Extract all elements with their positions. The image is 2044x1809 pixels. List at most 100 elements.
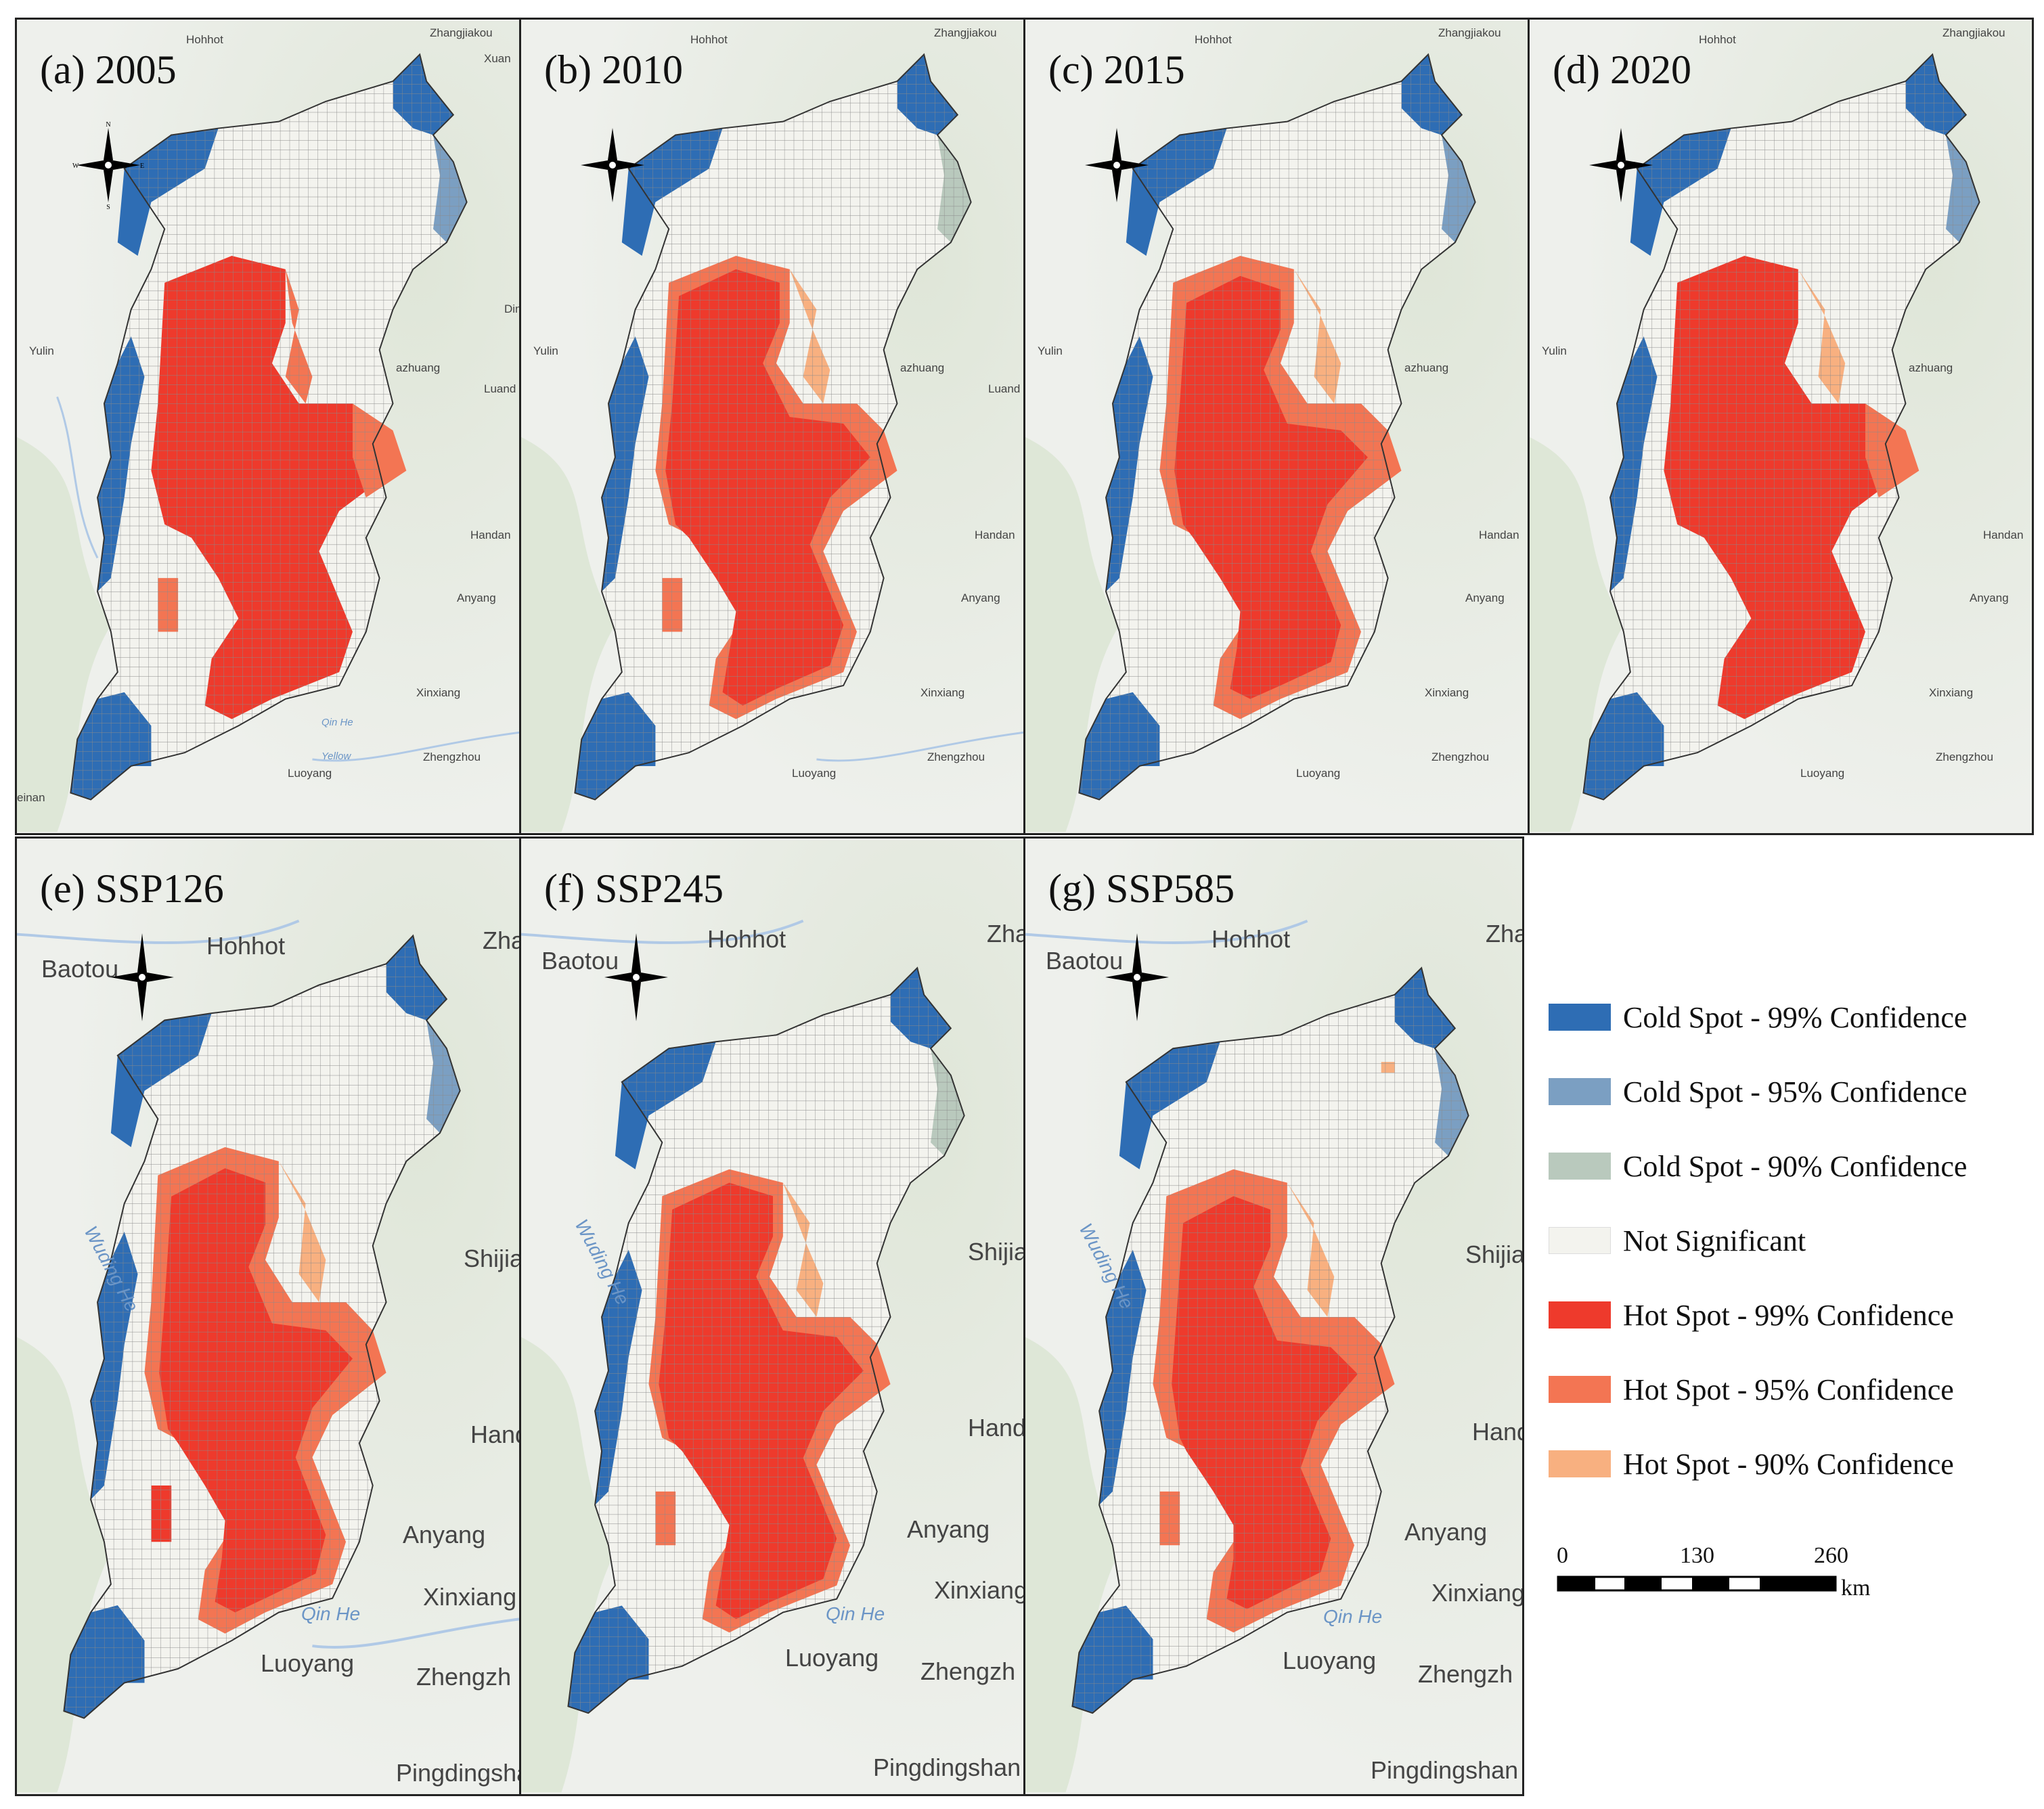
legend-swatch [1549, 1301, 1611, 1328]
label-zhuang: azhuang [396, 361, 441, 374]
compass-e: E [140, 162, 144, 170]
label-zhuang: azhuang [900, 361, 945, 374]
label-yulin: Yulin [1542, 344, 1567, 357]
legend-item: Cold Spot - 99% Confidence [1549, 1000, 1968, 1034]
label-hohhot: Hohhot [690, 33, 728, 46]
label-handan: Handan [470, 529, 511, 541]
label-zhuang: azhuang [1909, 361, 1953, 374]
compass-icon: N S W E [72, 121, 144, 209]
legend-label: Cold Spot - 95% Confidence [1623, 1075, 1968, 1109]
label-zha: Zha [1486, 920, 1524, 947]
label-xuan: Xuan [484, 52, 511, 65]
panel-title-f: (f) SSP245 [544, 866, 724, 911]
label-handan: Handan [1479, 529, 1519, 541]
label-xinxiang: Xinxiang [1425, 686, 1469, 699]
legend-swatch [1549, 1450, 1611, 1477]
scale-label-0: 0 [1557, 1543, 1568, 1568]
compass-icon [1085, 128, 1149, 202]
panel-title-a: (a) 2005 [40, 47, 177, 92]
label-xinxiang: Xinxiang [1929, 686, 1974, 699]
legend-swatch [1549, 1153, 1611, 1180]
label-luoyang: Luoyang [288, 767, 332, 780]
label-luoyang: Luoyang [792, 767, 837, 780]
label-pingdingshan: Pingdingshan [396, 1759, 519, 1787]
scale-label-260: 260 [1814, 1543, 1848, 1568]
label-yulin: Yulin [1038, 344, 1063, 357]
compass-s: S [106, 204, 110, 209]
legend: Cold Spot - 99% Confidence Cold Spot - 9… [1549, 1000, 2022, 1611]
label-zhangjiakou: Zhangjiakou [1438, 26, 1501, 39]
compass-icon [581, 128, 644, 202]
map-panel-e: (e) SSP126 Baotou Hohhot Zha Shijia Hand… [15, 836, 521, 1796]
label-handan: Handan [975, 529, 1015, 541]
legend-label: Hot Spot - 95% Confidence [1623, 1372, 1954, 1406]
label-anyang: Anyang [961, 591, 1000, 604]
label-luoyang: Luoyang [261, 1649, 355, 1677]
label-xinxiang: Xinxiang [1431, 1579, 1524, 1607]
label-yulin: Yulin [533, 344, 558, 357]
label-xinxiang: Xinxiang [934, 1576, 1025, 1604]
legend-label: Not Significant [1623, 1224, 1806, 1257]
label-yulin: Yulin [29, 344, 54, 357]
map-a [17, 20, 519, 832]
legend-swatch [1549, 1004, 1611, 1031]
label-pingdingshan: Pingdingshan [873, 1754, 1021, 1781]
label-hohhot: Hohhot [707, 925, 786, 953]
label-einan: einan [17, 791, 45, 804]
map-b [521, 20, 1023, 832]
legend-item: Hot Spot - 95% Confidence [1549, 1372, 1954, 1406]
label-luand: Luand [484, 382, 516, 395]
scale-label-130: 130 [1680, 1543, 1714, 1568]
legend-item: Not Significant [1549, 1224, 1806, 1257]
map-panel-c: (c) 2015 Hohhot Zhangjiakou Yulin azhuan… [1023, 18, 1530, 835]
label-zhangjiakou: Zhangjiakou [430, 26, 493, 39]
label-shijia: Shijia [464, 1245, 521, 1272]
label-baotou: Baotou [541, 947, 619, 975]
legend-label: Hot Spot - 99% Confidence [1623, 1298, 1954, 1332]
label-anyang: Anyang [403, 1521, 486, 1548]
label-luoyang: Luoyang [785, 1644, 879, 1672]
scale-bar-graphic [1557, 1576, 1837, 1592]
panel-title-b: (b) 2010 [544, 47, 683, 92]
map-f [521, 840, 1023, 1793]
label-yellow: Yellow [321, 751, 351, 762]
map-g [1025, 840, 1522, 1793]
legend-swatch [1549, 1078, 1611, 1105]
label-xinxiang: Xinxiang [920, 686, 965, 699]
label-shijia: Shijia [968, 1238, 1025, 1266]
label-hohhot: Hohhot [206, 932, 286, 960]
panel-title-g: (g) SSP585 [1048, 866, 1235, 911]
label-hand: Hand [1472, 1418, 1522, 1446]
label-zha: Zha [483, 926, 521, 954]
map-e [17, 840, 519, 1793]
scale-unit: km [1841, 1576, 1871, 1601]
map-d [1530, 20, 2032, 832]
map-panel-d: (d) 2020 Hohhot Zhangjiakou Yulin azhuan… [1528, 18, 2034, 835]
label-shijia: Shijia [1465, 1241, 1524, 1268]
map-c [1025, 20, 1528, 832]
label-zhengzhou: Zhengzhou [1936, 751, 1994, 763]
label-hand: Hand [968, 1414, 1025, 1442]
label-hohhot: Hohhot [1699, 33, 1736, 46]
map-panel-g: (g) SSP585 Baotou Hohhot Zha Shijia Hand… [1023, 836, 1524, 1796]
label-qin-he: Qin He [1323, 1606, 1383, 1627]
compass-icon [110, 933, 174, 1021]
panel-title-e: (e) SSP126 [40, 866, 224, 911]
label-anyang: Anyang [457, 591, 496, 604]
label-anyang: Anyang [907, 1515, 990, 1543]
legend-item: Hot Spot - 99% Confidence [1549, 1298, 1954, 1332]
compass-icon [604, 933, 668, 1021]
label-hohhot: Hohhot [186, 33, 223, 46]
label-luand: Luand [988, 382, 1021, 395]
compass-w: W [72, 162, 79, 170]
label-zhengzhou: Zhengzhou [1431, 751, 1490, 763]
legend-label: Cold Spot - 99% Confidence [1623, 1000, 1968, 1034]
label-zhengzh: Zhengzh [1418, 1660, 1513, 1688]
label-zhengzhou: Zhengzhou [927, 751, 985, 763]
map-panel-b: (b) 2010 Hohhot Zhangjiakou Yulin azhuan… [519, 18, 1025, 835]
label-zhuang: azhuang [1404, 361, 1449, 374]
map-panel-f: (f) SSP245 Baotou Hohhot Zha Shijia Hand… [519, 836, 1025, 1796]
panel-title-d: (d) 2020 [1553, 47, 1691, 92]
scale-bar: 0 130 260 km [1557, 1543, 1871, 1611]
label-baotou: Baotou [1046, 947, 1124, 975]
